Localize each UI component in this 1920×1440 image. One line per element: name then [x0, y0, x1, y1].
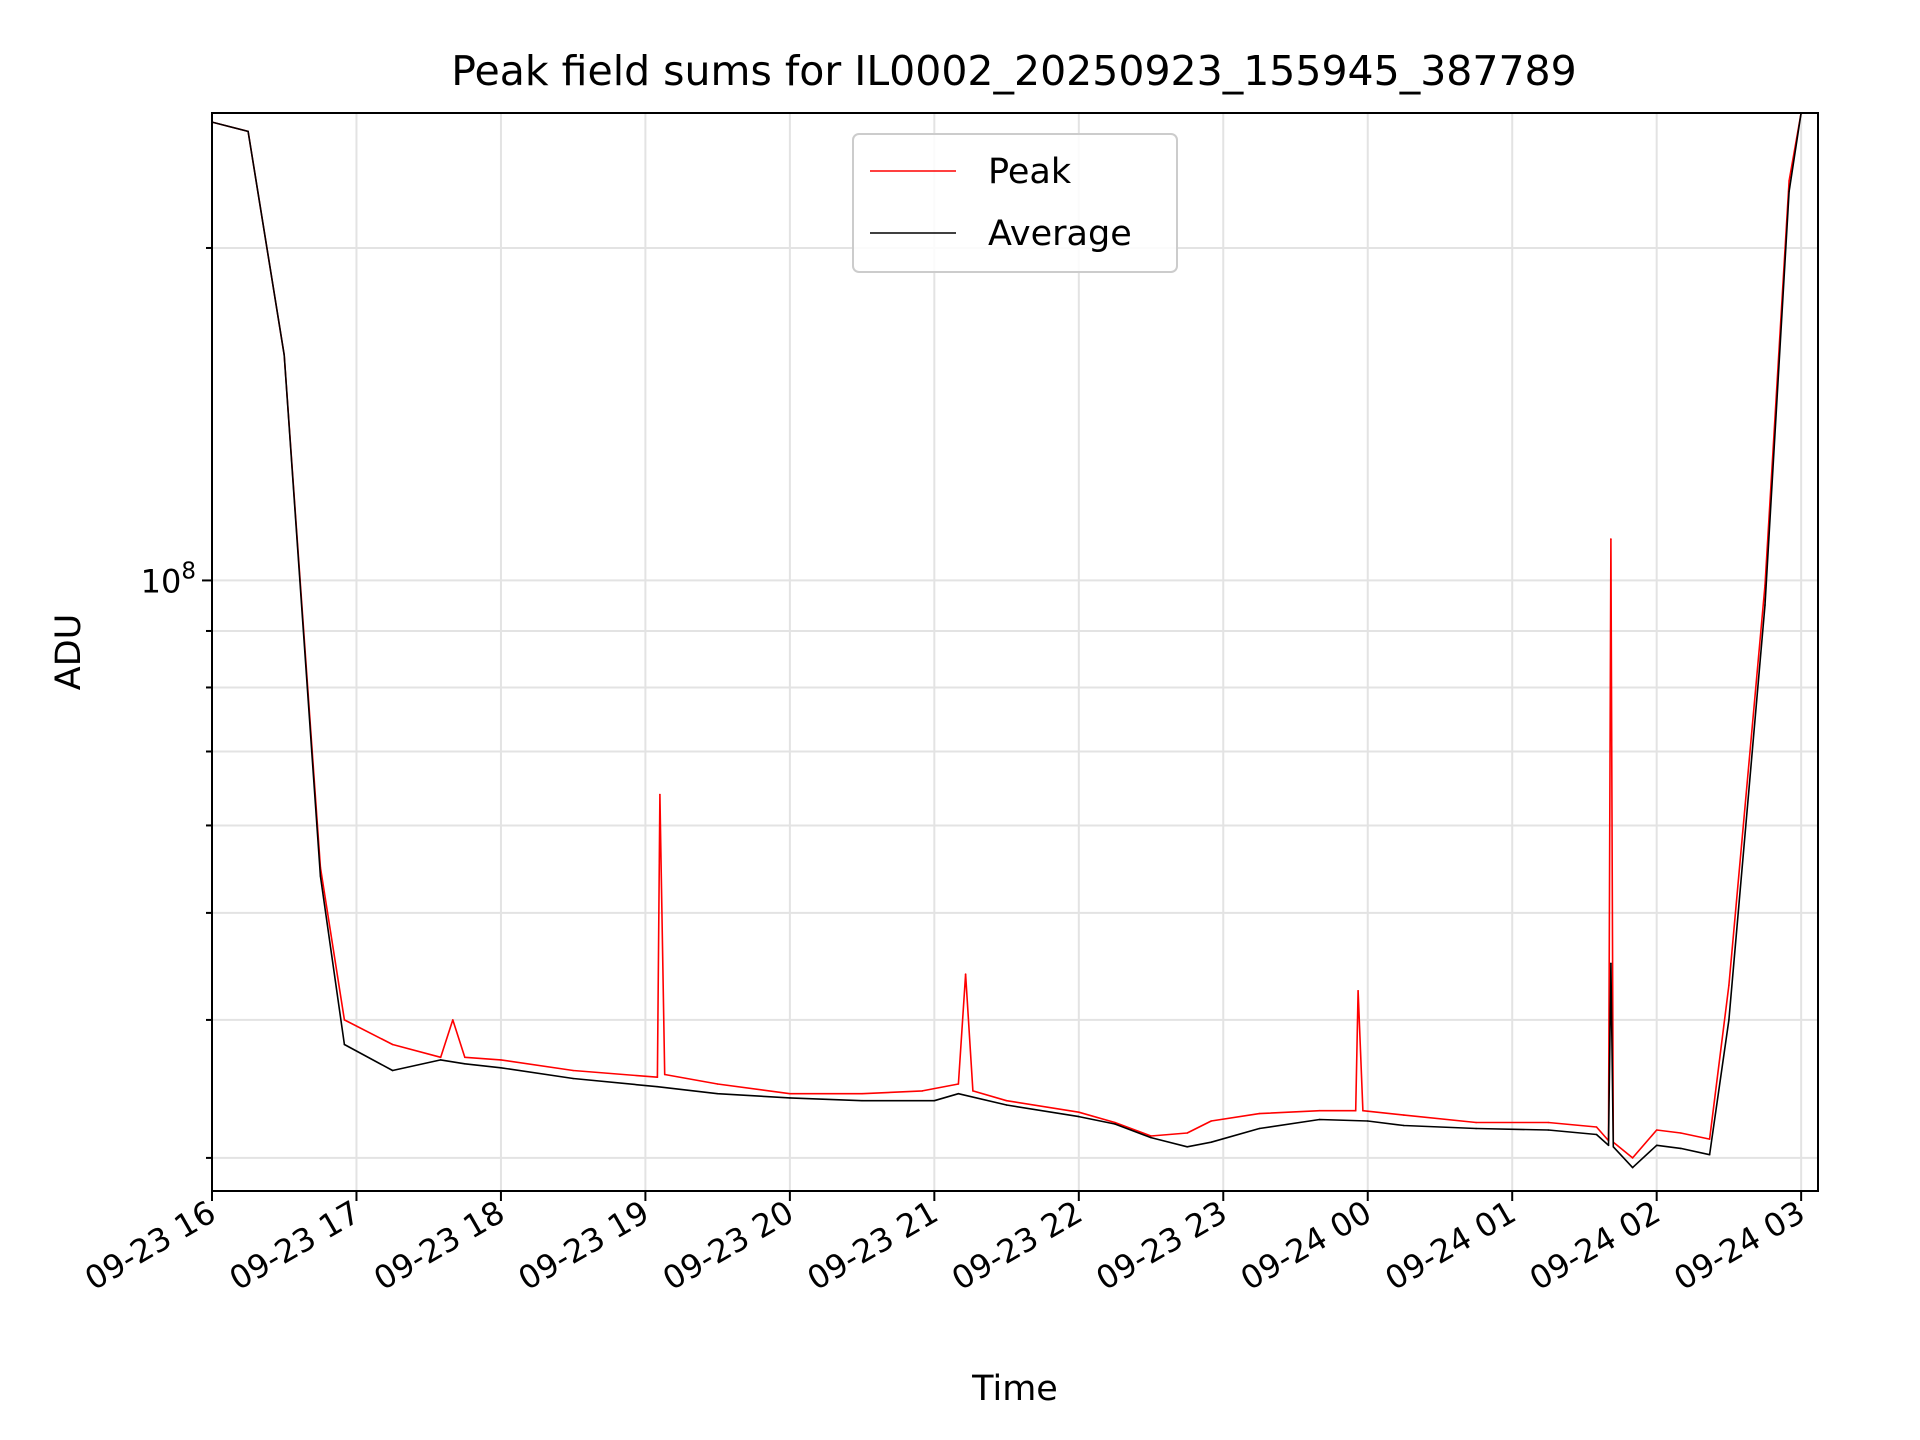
- legend-box: [852, 133, 1178, 273]
- series-point-peak: [716, 1083, 719, 1085]
- series-point-average: [343, 1043, 346, 1046]
- legend-label-peak: Peak: [988, 152, 1072, 192]
- series-point-peak: [921, 1090, 924, 1092]
- series-point-peak: [964, 973, 967, 975]
- plot-frame: [211, 112, 1819, 1192]
- series-point-peak: [861, 1092, 863, 1095]
- series-point-average: [1728, 1019, 1730, 1021]
- series-point-peak: [789, 1092, 791, 1095]
- series-point-peak: [663, 1073, 666, 1076]
- series-point-average: [1318, 1118, 1321, 1121]
- series-point-average: [1607, 1144, 1610, 1147]
- series-point-average: [319, 875, 322, 877]
- series-point-average: [1150, 1136, 1152, 1139]
- series-point-average: [1708, 1153, 1711, 1156]
- series-point-peak: [1357, 990, 1359, 992]
- series-point-peak: [1728, 984, 1730, 986]
- legend: Peak Average: [852, 133, 1178, 273]
- series-point-average: [716, 1092, 719, 1095]
- series-point-average: [1595, 1133, 1598, 1136]
- y-tick-label-base: 10: [141, 562, 182, 600]
- series-point-peak: [1258, 1112, 1261, 1115]
- series-point-average: [861, 1099, 863, 1102]
- series-point-peak: [572, 1069, 574, 1072]
- series-point-peak: [1403, 1114, 1405, 1116]
- series-point-peak: [1610, 538, 1612, 540]
- series-point-peak: [1655, 1129, 1658, 1131]
- series-point-peak: [1078, 1111, 1080, 1113]
- series-point-peak: [972, 1090, 974, 1092]
- series-point-peak: [1595, 1126, 1598, 1128]
- series-point-average: [1547, 1129, 1550, 1131]
- series-point-average: [283, 354, 286, 356]
- series-point-peak: [1114, 1121, 1116, 1124]
- series-point-average: [1005, 1104, 1008, 1106]
- series-point-peak: [957, 1083, 960, 1085]
- series-point-average: [247, 130, 249, 133]
- series-point-average: [1612, 1146, 1615, 1148]
- series-point-peak: [391, 1043, 394, 1046]
- series-point-average: [957, 1092, 960, 1095]
- series-point-average: [1403, 1124, 1405, 1127]
- series-point-peak: [659, 793, 661, 796]
- series-point-average: [1366, 1120, 1369, 1122]
- series-point-peak: [1150, 1135, 1152, 1137]
- series-point-peak: [1631, 1157, 1634, 1159]
- series-point-average: [1788, 190, 1790, 193]
- series-point-average: [1186, 1146, 1188, 1148]
- y-axis-label: ADU: [49, 614, 89, 691]
- series-point-peak: [1788, 180, 1790, 182]
- y-axis: 108: [141, 246, 212, 1159]
- series-point-average: [464, 1063, 466, 1065]
- series-point-average: [656, 1085, 659, 1088]
- series-point-peak: [1210, 1120, 1212, 1122]
- series-point-peak: [464, 1056, 466, 1059]
- series-point-average: [1258, 1127, 1261, 1130]
- series-point-peak: [1318, 1109, 1321, 1112]
- series-point-average: [1475, 1127, 1477, 1130]
- series-point-average: [1764, 604, 1766, 606]
- series-point-average: [439, 1059, 442, 1061]
- series-point-peak: [1186, 1132, 1188, 1134]
- series-point-average: [1078, 1115, 1080, 1118]
- chart-title: Peak field sums for IL0002_20250923_1559…: [451, 47, 1576, 95]
- series-point-average: [933, 1099, 936, 1102]
- y-tick-label: 108: [141, 558, 196, 600]
- series-point-peak: [1547, 1121, 1550, 1124]
- series-point-average: [789, 1097, 791, 1099]
- y-tick-label-exponent: 8: [181, 558, 196, 584]
- x-axis-label: Time: [971, 1369, 1058, 1409]
- series-point-peak: [656, 1076, 659, 1078]
- series-point-peak: [1354, 1109, 1357, 1112]
- series-point-peak: [1708, 1138, 1711, 1140]
- grid: [211, 113, 1818, 1191]
- series-point-average: [1655, 1144, 1658, 1147]
- series-point-peak: [1680, 1132, 1682, 1134]
- series-point-average: [1631, 1166, 1634, 1169]
- series-point-average: [1210, 1141, 1212, 1143]
- series-point-average: [1114, 1123, 1116, 1125]
- series-point-peak: [500, 1059, 502, 1061]
- series-line-average: [212, 113, 1802, 1169]
- series-point-average: [500, 1067, 502, 1069]
- legend-label-average: Average: [988, 214, 1132, 254]
- series-point-peak: [1005, 1099, 1008, 1102]
- plot-area: [212, 113, 1802, 1169]
- series-layer: [212, 113, 1802, 1169]
- series-point-average: [1680, 1147, 1682, 1150]
- series-point-peak: [1362, 1109, 1364, 1112]
- series-point-average: [572, 1077, 574, 1080]
- series-point-peak: [439, 1056, 442, 1059]
- series-point-peak: [343, 1019, 346, 1021]
- series-point-average: [1610, 962, 1612, 965]
- series-point-average: [391, 1069, 394, 1072]
- series-point-peak: [452, 1019, 454, 1021]
- series-point-peak: [1475, 1121, 1477, 1124]
